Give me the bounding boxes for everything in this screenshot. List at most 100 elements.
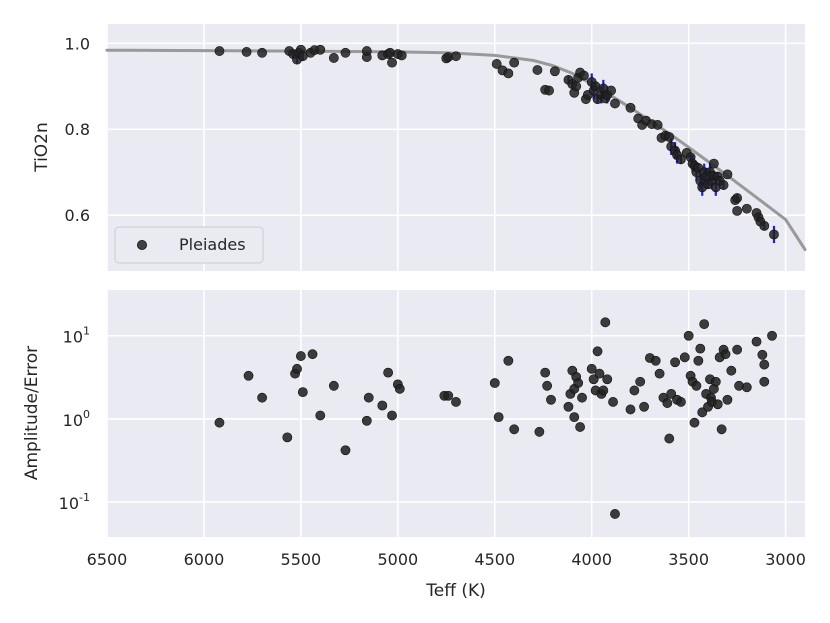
top-gridlines xyxy=(106,24,805,271)
data-point xyxy=(759,220,770,231)
data-point xyxy=(340,47,351,58)
x-tick-label: 4000 xyxy=(571,550,612,569)
data-point xyxy=(693,355,704,366)
x-tick-label: 3000 xyxy=(765,550,806,569)
data-point xyxy=(315,44,326,55)
data-point xyxy=(629,385,640,396)
data-point xyxy=(307,349,318,360)
top-y-tick-label: 1.0 xyxy=(65,34,90,53)
data-point xyxy=(683,330,694,341)
top-panel: 0.6 0.8 1.0 TiO2n Pleiades xyxy=(32,24,807,271)
data-point xyxy=(394,383,405,394)
data-point xyxy=(489,378,500,388)
data-point xyxy=(377,400,388,411)
data-point xyxy=(625,102,636,113)
data-point xyxy=(575,422,585,432)
legend: Pleiades xyxy=(114,226,264,264)
top-y-tick-label: 0.8 xyxy=(65,120,90,139)
data-point xyxy=(767,330,777,341)
data-point xyxy=(708,158,719,169)
data-point xyxy=(292,363,302,374)
data-point xyxy=(608,397,618,407)
data-point xyxy=(241,47,252,57)
data-point xyxy=(720,349,731,360)
data-point xyxy=(540,367,551,378)
data-point xyxy=(722,169,733,180)
data-point xyxy=(571,81,582,92)
bottom-y-tick-label: 101 xyxy=(63,325,90,347)
data-point xyxy=(592,346,603,357)
data-point xyxy=(691,380,702,391)
bottom-y-tick-label: 100 xyxy=(63,408,90,430)
top-y-tick-labels: 0.6 0.8 1.0 xyxy=(65,34,90,225)
data-point xyxy=(544,85,554,96)
data-point xyxy=(664,132,675,142)
data-point xyxy=(503,355,514,366)
data-point xyxy=(569,412,580,423)
data-point xyxy=(732,205,743,216)
data-point xyxy=(741,203,752,214)
top-y-axis-label: TiO2n xyxy=(32,122,52,173)
data-point xyxy=(610,509,620,519)
data-point xyxy=(214,417,225,428)
data-point xyxy=(699,319,710,330)
data-point xyxy=(676,154,686,165)
data-point xyxy=(610,98,620,109)
data-point xyxy=(732,344,743,355)
data-point xyxy=(769,229,779,240)
data-point xyxy=(257,47,268,58)
data-point xyxy=(722,394,733,405)
data-point xyxy=(635,376,646,387)
top-y-tick-label: 0.6 xyxy=(65,206,90,225)
data-point xyxy=(387,57,397,68)
data-point xyxy=(600,317,611,328)
data-point xyxy=(532,65,543,75)
data-point xyxy=(396,50,407,61)
data-point xyxy=(670,357,680,368)
x-tick-label: 5500 xyxy=(281,550,322,569)
data-point xyxy=(654,368,665,379)
data-point xyxy=(579,70,589,81)
data-point xyxy=(542,380,553,391)
data-point xyxy=(726,365,737,376)
data-point xyxy=(689,417,700,428)
data-point xyxy=(546,394,556,405)
bottom-y-tick-labels: 10-1 100 101 xyxy=(59,325,90,513)
data-point xyxy=(573,378,584,388)
x-tick-label: 6500 xyxy=(87,550,128,569)
data-point xyxy=(509,57,520,68)
data-point xyxy=(639,401,649,412)
x-axis-label: Teff (K) xyxy=(425,581,485,601)
data-point xyxy=(625,404,636,415)
data-point xyxy=(606,85,617,96)
data-point xyxy=(586,363,597,374)
data-point xyxy=(282,432,293,443)
data-point xyxy=(363,392,374,403)
data-point xyxy=(361,415,372,426)
data-point xyxy=(549,66,560,77)
data-point xyxy=(602,374,613,385)
data-point xyxy=(759,376,770,387)
data-point xyxy=(710,376,721,387)
data-point xyxy=(650,355,661,366)
data-point xyxy=(577,392,587,403)
data-point xyxy=(503,68,514,79)
x-tick-label: 3500 xyxy=(668,550,709,569)
data-point xyxy=(451,397,461,407)
data-point xyxy=(741,382,752,393)
data-point xyxy=(664,433,675,444)
data-point xyxy=(491,59,502,69)
bottom-points xyxy=(214,317,777,519)
data-point xyxy=(732,193,743,203)
data-point xyxy=(214,46,225,56)
data-point xyxy=(563,401,574,412)
data-point xyxy=(534,426,545,437)
data-point xyxy=(676,397,686,407)
data-point xyxy=(662,398,673,408)
bottom-y-axis-label: Amplitude/Error xyxy=(22,346,42,480)
x-tick-labels: 6500 6000 5500 5000 4500 4000 3500 3000 xyxy=(87,550,806,569)
data-point xyxy=(295,351,306,361)
data-point xyxy=(493,412,504,423)
data-point xyxy=(759,359,770,370)
